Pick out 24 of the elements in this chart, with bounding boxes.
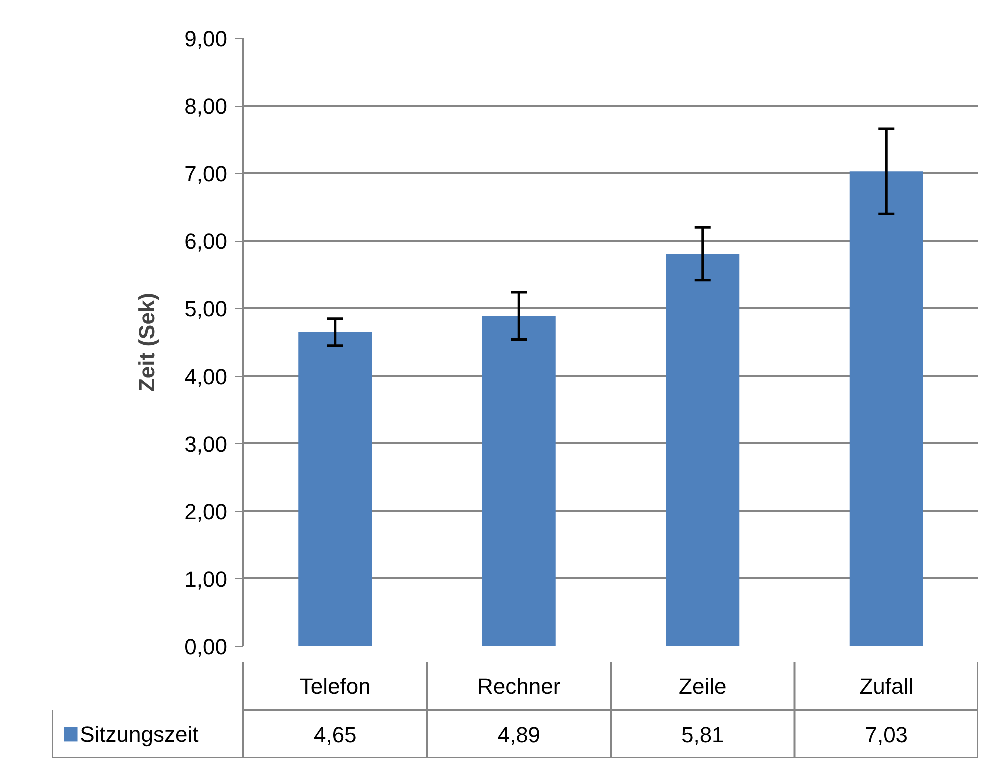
y-tick-label: 5,00 (184, 296, 228, 322)
bar (482, 316, 556, 646)
y-tick-label: 6,00 (184, 229, 228, 254)
x-tick-label: Rechner (478, 674, 561, 699)
data-label: 7,03 (865, 722, 908, 748)
y-tick-label: 1,00 (184, 566, 228, 592)
y-tick-label: 8,00 (184, 94, 228, 120)
y-tick-label: 0,00 (184, 634, 228, 660)
bar (850, 172, 924, 646)
x-tick-label: Zufall (860, 674, 914, 699)
y-tick-label: 3,00 (184, 432, 228, 457)
data-label: 4,89 (498, 722, 541, 748)
data-label: 4,65 (314, 722, 357, 748)
y-tick-label: 2,00 (184, 499, 228, 524)
x-tick-label: Zeile (679, 674, 727, 699)
y-axis-title: Zeit (Sek) (134, 292, 160, 392)
y-tick-label: 7,00 (184, 162, 228, 187)
y-tick-label: 4,00 (184, 364, 228, 390)
bar (666, 254, 740, 646)
bar (298, 332, 372, 646)
y-tick-label: 9,00 (184, 26, 228, 52)
data-label: 5,81 (681, 722, 724, 748)
legend-label: Sitzungszeit (80, 722, 199, 747)
x-tick-label: Telefon (300, 674, 371, 699)
